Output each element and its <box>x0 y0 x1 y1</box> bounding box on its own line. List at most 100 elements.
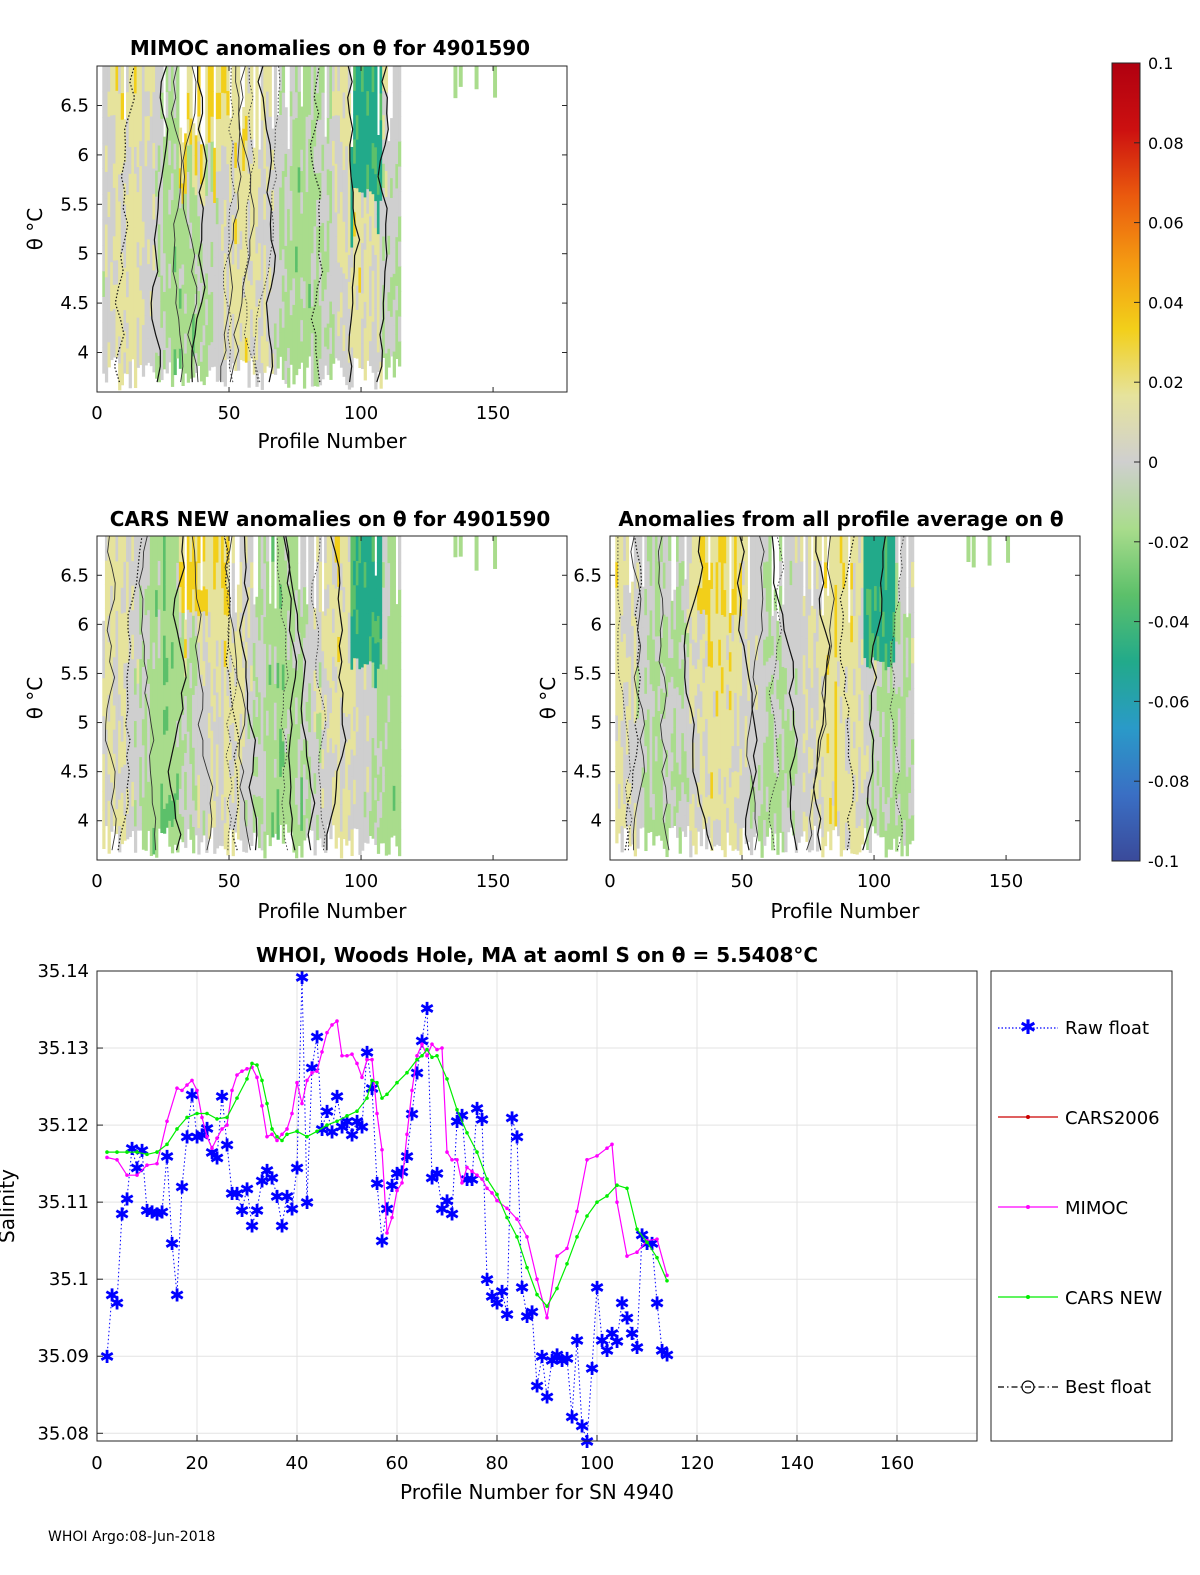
heatmap-cell <box>366 164 370 190</box>
heatmap-cell <box>384 66 389 93</box>
heatmap-cell <box>271 736 275 763</box>
heatmap-cell <box>107 641 111 669</box>
heatmap-cell <box>242 254 246 277</box>
heatmap-cell <box>144 290 148 316</box>
heatmap-cell <box>366 311 370 337</box>
heatmap-cell <box>295 723 299 752</box>
heatmap-cell <box>363 663 367 690</box>
heatmap-cell <box>755 758 759 784</box>
heatmap-cell <box>382 333 386 358</box>
heatmap-cell <box>279 211 283 236</box>
heatmap-cell <box>268 603 272 625</box>
raw-float-point: ✱ <box>524 1303 539 1324</box>
heatmap-cell <box>374 575 378 599</box>
heatmap-cell <box>234 319 238 346</box>
heatmap-cell <box>350 166 354 188</box>
heatmap-cell <box>374 754 378 778</box>
heatmap-cell <box>707 751 711 774</box>
heatmap-cell <box>239 738 243 765</box>
heatmap-cell <box>260 771 264 799</box>
heatmap-cell <box>718 536 722 563</box>
heatmap-cell <box>287 782 291 809</box>
heatmap-cell <box>329 353 333 380</box>
colorbar: 0.10.080.060.040.020-0.02-0.04-0.06-0.08… <box>1111 54 1189 871</box>
heatmap-cell <box>800 610 804 637</box>
heatmap-cell <box>292 251 296 279</box>
heatmap-cell <box>181 344 185 366</box>
heatmap-cell <box>236 584 241 607</box>
heatmap-cell <box>805 764 809 792</box>
heatmap-cell <box>826 772 830 793</box>
heatmap-cell <box>231 642 235 670</box>
series-point <box>555 1254 559 1258</box>
raw-float-point: ✱ <box>389 1164 404 1185</box>
heatmap-cell <box>868 562 873 590</box>
heatmap-cell <box>316 172 320 200</box>
raw-float-point: ✱ <box>594 1331 609 1352</box>
heatmap-cell <box>712 768 717 795</box>
heatmap-cell <box>149 215 154 242</box>
heatmap-cell <box>715 792 719 820</box>
heatmap-cell <box>178 127 183 149</box>
heatmap-cell <box>839 642 843 670</box>
heatmap-cell <box>260 254 264 283</box>
contour-line <box>839 535 855 851</box>
heatmap-cell <box>279 608 283 633</box>
heatmap-cell <box>649 560 653 586</box>
heatmap-cell <box>263 219 267 246</box>
heatmap-cell <box>276 116 280 138</box>
heatmap-cell <box>147 560 151 586</box>
heatmap-cell <box>324 615 328 643</box>
heatmap-cell <box>752 686 756 712</box>
heatmap-cell <box>318 762 323 789</box>
heatmap-cell <box>379 791 383 818</box>
heatmap-cell <box>625 657 630 682</box>
heatmap-cell <box>321 807 325 828</box>
heatmap-cell <box>392 585 396 612</box>
heatmap-cell <box>786 708 791 734</box>
heatmap-cell <box>289 683 293 709</box>
heatmap-cell <box>128 811 132 838</box>
heatmap-cell <box>720 614 725 642</box>
heatmap-cell <box>353 754 357 780</box>
heatmap-cell <box>120 225 125 253</box>
heatmap-cell <box>728 670 733 691</box>
heatmap-cell <box>139 683 143 709</box>
heatmap-cell <box>892 687 896 713</box>
heatmap-cell <box>104 118 109 146</box>
heatmap-cell <box>310 658 315 684</box>
heatmap-cell <box>250 819 254 847</box>
heatmap-cell <box>234 758 238 778</box>
heatmap-cell <box>332 338 336 364</box>
heatmap-cell <box>271 811 275 838</box>
heatmap-cell <box>255 776 259 797</box>
heatmap-cell <box>689 562 693 591</box>
series-point <box>185 1083 189 1087</box>
heatmap-cell <box>236 167 241 194</box>
heatmap-cell <box>139 339 143 366</box>
heatmap-cell <box>165 193 169 221</box>
heatmap-cell <box>382 260 386 286</box>
heatmap-cell <box>371 812 375 839</box>
heatmap-cell <box>234 116 238 143</box>
heatmap-cell <box>215 821 220 849</box>
heatmap-cell <box>765 536 770 562</box>
heatmap-cell <box>302 361 307 389</box>
heatmap-cell <box>390 316 394 337</box>
heatmap-cell <box>662 588 667 615</box>
heatmap-cell <box>147 658 151 684</box>
heatmap-cell <box>845 640 849 667</box>
heatmap-cell <box>231 164 235 191</box>
heatmap-cell <box>858 720 862 748</box>
heatmap-cell <box>107 747 111 775</box>
heatmap-cell <box>279 752 283 777</box>
heatmap-cell <box>268 291 272 318</box>
heatmap-cell <box>339 750 344 778</box>
heatmap-cell <box>379 334 383 362</box>
heatmap-cell <box>305 342 309 368</box>
heatmap-cell <box>104 801 109 827</box>
heatmap-cell <box>136 241 140 268</box>
heatmap-cell <box>353 681 357 707</box>
heatmap-cell <box>633 749 638 777</box>
heatmap-cell <box>297 760 301 783</box>
